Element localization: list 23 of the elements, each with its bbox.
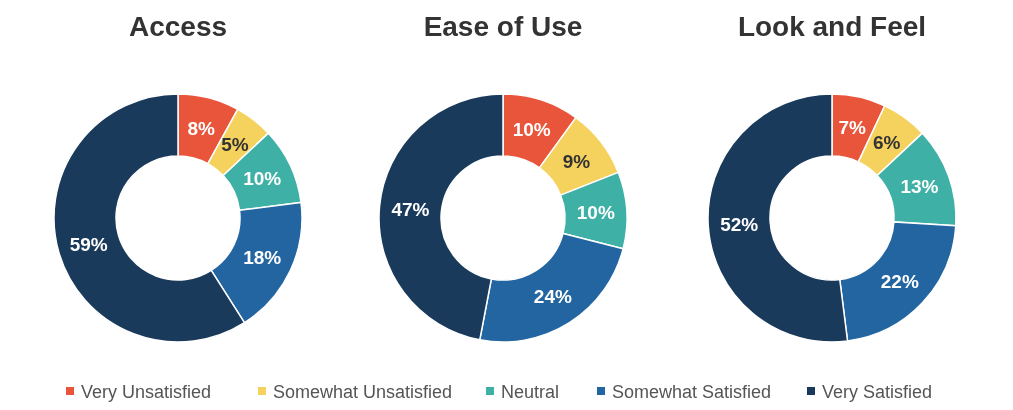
legend-label: Very Satisfied — [822, 382, 933, 403]
data-label: 22% — [880, 271, 919, 293]
chart-title: Look and Feel — [737, 11, 927, 42]
data-label: 47% — [391, 198, 430, 220]
chart-title: Ease of Use — [423, 11, 583, 42]
data-label: 10% — [576, 201, 615, 223]
data-label: 5% — [221, 134, 249, 156]
data-label: 13% — [900, 176, 939, 198]
legend-label: Very Unsatisfied — [81, 382, 212, 403]
data-label: 7% — [838, 116, 867, 138]
data-label: 9% — [562, 150, 591, 172]
legend-label: Somewhat Satisfied — [612, 382, 772, 403]
data-label: 18% — [243, 247, 282, 269]
legend-label: Neutral — [501, 382, 560, 403]
data-label: 8% — [187, 117, 215, 139]
data-label: 10% — [512, 119, 551, 141]
data-label: 6% — [872, 132, 901, 154]
chart-title: Access — [128, 11, 228, 42]
data-label: 59% — [69, 233, 108, 255]
data-label: 52% — [720, 213, 759, 235]
data-label: 10% — [243, 168, 282, 190]
data-label: 24% — [533, 286, 572, 308]
legend-label: Somewhat Unsatisfied — [273, 382, 453, 403]
